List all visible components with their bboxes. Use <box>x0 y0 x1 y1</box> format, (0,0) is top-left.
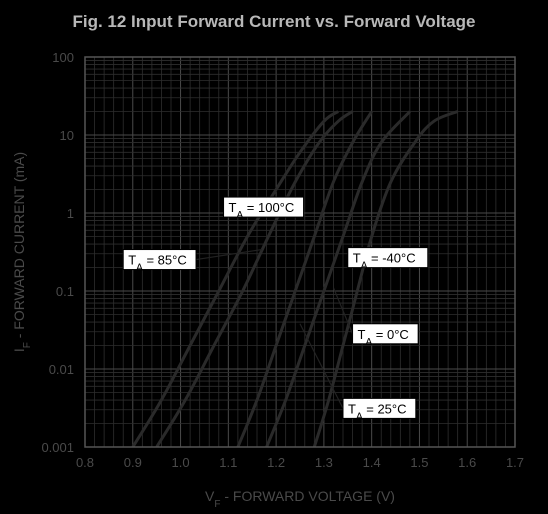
series-line <box>155 110 354 448</box>
annotation-label: TA = 85°C <box>128 253 187 274</box>
annotation-box <box>342 397 417 419</box>
annotation-label: TA = 100°C <box>229 200 295 221</box>
y-tick-label: 0.001 <box>41 440 74 455</box>
chart-title: Fig. 12 Input Forward Current vs. Forwar… <box>72 12 475 31</box>
series-line <box>312 110 459 448</box>
annotation-box <box>347 247 429 269</box>
y-tick-label: 0.01 <box>49 362 74 377</box>
series-line <box>131 110 340 448</box>
x-tick-label: 1.6 <box>458 455 476 470</box>
y-tick-label: 100 <box>52 50 74 65</box>
y-tick-label: 10 <box>60 128 74 143</box>
annotation-label: TA = -40°C <box>353 251 416 272</box>
x-tick-label: 0.8 <box>76 455 94 470</box>
y-axis-label: IF - FORWARD CURRENT (mA) <box>11 152 33 352</box>
plot-frame <box>84 56 516 448</box>
annotations: TA = 100°C TA = 85°C TA = -40°C TA = 0°C TA … <box>122 196 429 422</box>
annotation-box <box>352 323 419 345</box>
x-tick-label: 1.7 <box>506 455 524 470</box>
x-tick-label: 1.5 <box>410 455 428 470</box>
annotation-arrow <box>195 248 262 261</box>
annotation: TA = -40°C <box>347 247 429 272</box>
series-line <box>265 110 412 448</box>
annotation-arrow <box>332 287 354 335</box>
annotation-box <box>122 249 197 271</box>
x-tick-labels: 0.8 0.9 1.0 1.1 1.2 1.3 1.4 1.5 1.6 1.7 <box>76 455 524 470</box>
x-tick-label: 1.3 <box>315 455 333 470</box>
series <box>131 110 459 448</box>
x-tick-label: 1.2 <box>267 455 285 470</box>
x-tick-label: 1.0 <box>172 455 190 470</box>
annotation-label: TA = 0°C <box>358 327 409 348</box>
x-tick-label: 1.4 <box>363 455 381 470</box>
annotation-box <box>223 196 305 218</box>
annotation-label: TA = 25°C <box>348 401 407 422</box>
x-tick-label: 0.9 <box>124 455 142 470</box>
y-tick-labels: 0.001 0.01 0.1 1 10 100 <box>41 50 74 455</box>
y-tick-label: 1 <box>67 206 74 221</box>
y-tick-label: 0.1 <box>56 284 74 299</box>
x-axis-label: VF - FORWARD VOLTAGE (V) <box>205 488 395 510</box>
grid <box>84 57 516 448</box>
x-tick-label: 1.1 <box>219 455 237 470</box>
annotation: TA = 25°C <box>299 323 417 422</box>
annotation-arrow <box>299 323 344 409</box>
annotation: TA = 85°C <box>122 248 262 274</box>
annotation: TA = 0°C <box>332 287 419 348</box>
series-line <box>236 110 373 448</box>
annotation: TA = 100°C <box>223 196 305 221</box>
